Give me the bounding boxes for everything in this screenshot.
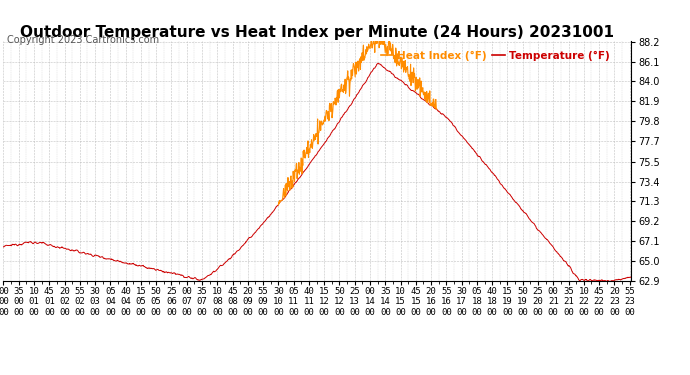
Title: Outdoor Temperature vs Heat Index per Minute (24 Hours) 20231001: Outdoor Temperature vs Heat Index per Mi… xyxy=(21,25,614,40)
Text: Copyright 2023 Cartronics.com: Copyright 2023 Cartronics.com xyxy=(7,35,159,45)
Legend: Heat Index (°F), Temperature (°F): Heat Index (°F), Temperature (°F) xyxy=(376,46,613,65)
